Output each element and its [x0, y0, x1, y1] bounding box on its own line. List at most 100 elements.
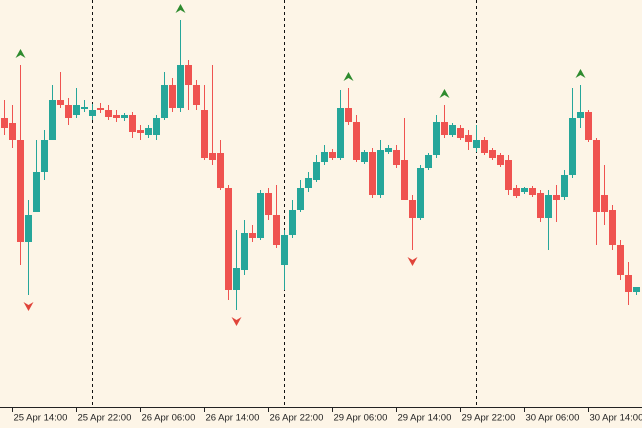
- candle-body: [89, 110, 96, 116]
- candle-body: [129, 115, 136, 132]
- up-signal-arrow: [15, 49, 26, 58]
- candle-body: [577, 112, 584, 118]
- candle-body: [633, 287, 640, 292]
- candle-body: [433, 122, 440, 155]
- candle-body: [505, 160, 512, 190]
- candle-body: [305, 178, 312, 188]
- candle-body: [625, 275, 632, 292]
- candle-body: [201, 110, 208, 158]
- x-tick-label: 29 Apr 22:00: [462, 413, 516, 424]
- x-tick-label: 29 Apr 06:00: [334, 413, 388, 424]
- up-signal-arrow: [343, 72, 354, 81]
- candle-body: [393, 150, 400, 165]
- up-signal-arrow: [175, 4, 186, 13]
- candle-body: [529, 188, 536, 195]
- candle-body: [425, 155, 432, 168]
- candle-body: [289, 210, 296, 235]
- candle-body: [377, 150, 384, 195]
- candle-body: [545, 195, 552, 218]
- candle-body: [185, 65, 192, 85]
- candle-body: [225, 188, 232, 290]
- candle-body: [465, 135, 472, 142]
- candle-body: [609, 210, 616, 245]
- candle-body: [25, 215, 32, 242]
- candle-body: [601, 195, 608, 212]
- candle-body: [65, 105, 72, 118]
- candle-body: [521, 188, 528, 192]
- candle-body: [241, 233, 248, 270]
- x-tick-label: 26 Apr 06:00: [142, 413, 196, 424]
- x-tick-label: 30 Apr 14:00: [590, 413, 642, 424]
- up-signal-arrow: [439, 89, 450, 98]
- candle-body: [265, 193, 272, 215]
- candle-body: [217, 153, 224, 188]
- candle-body: [297, 188, 304, 210]
- candle-body: [409, 200, 416, 218]
- candle-body: [17, 140, 24, 242]
- candle-body: [497, 155, 504, 165]
- candle-body: [137, 130, 144, 133]
- down-signal-arrow: [23, 302, 34, 311]
- x-tick-label: 25 Apr 22:00: [78, 413, 132, 424]
- candle-body: [113, 115, 120, 118]
- x-tick-label: 25 Apr 14:00: [14, 413, 68, 424]
- candle-body: [337, 108, 344, 158]
- candle-body: [41, 140, 48, 172]
- candle-body: [153, 118, 160, 135]
- x-tick-label: 26 Apr 14:00: [206, 413, 260, 424]
- down-signal-arrow: [231, 317, 242, 326]
- down-signal-arrow: [407, 257, 418, 266]
- candle-body: [401, 160, 408, 200]
- candle-body: [161, 85, 168, 118]
- candle-body: [369, 152, 376, 195]
- candle-body: [49, 100, 56, 140]
- candle-body: [361, 152, 368, 162]
- candle-body: [537, 193, 544, 218]
- candle-body: [9, 123, 16, 140]
- candle-body: [489, 150, 496, 158]
- candle-body: [169, 85, 176, 108]
- candle-body: [617, 245, 624, 275]
- candle-body: [345, 108, 352, 122]
- candle-body: [481, 140, 488, 153]
- candle-body: [249, 233, 256, 238]
- candle-body: [193, 85, 200, 105]
- candle-body: [97, 108, 104, 110]
- candle-body: [257, 193, 264, 238]
- candle-body: [513, 188, 520, 196]
- candle-body: [449, 125, 456, 135]
- candle-body: [33, 172, 40, 212]
- x-tick-label: 29 Apr 14:00: [398, 413, 452, 424]
- candle-body: [121, 115, 128, 118]
- x-tick-label: 30 Apr 06:00: [526, 413, 580, 424]
- candle-body: [569, 118, 576, 175]
- candle-body: [321, 152, 328, 162]
- candle-body: [561, 175, 568, 197]
- candle-body: [1, 118, 8, 128]
- candle-body: [233, 268, 240, 290]
- candle-body: [281, 235, 288, 265]
- candle-body: [329, 152, 336, 158]
- candle-body: [441, 122, 448, 135]
- candle-body: [473, 140, 480, 148]
- candle-body: [145, 128, 152, 135]
- candle-body: [593, 140, 600, 212]
- candle-body: [57, 100, 64, 105]
- up-signal-arrow: [575, 69, 586, 78]
- candle-body: [209, 153, 216, 160]
- x-tick-label: 26 Apr 22:00: [270, 413, 324, 424]
- candle-body: [417, 168, 424, 218]
- candle-body: [73, 105, 80, 115]
- candle-body: [353, 122, 360, 160]
- candle-body: [385, 148, 392, 152]
- candle-body: [585, 112, 592, 140]
- candle-body: [313, 162, 320, 180]
- candle-body: [105, 110, 112, 117]
- candle-body: [273, 215, 280, 245]
- candle-body: [81, 107, 88, 109]
- candle-body: [177, 65, 184, 108]
- candle-body: [457, 128, 464, 138]
